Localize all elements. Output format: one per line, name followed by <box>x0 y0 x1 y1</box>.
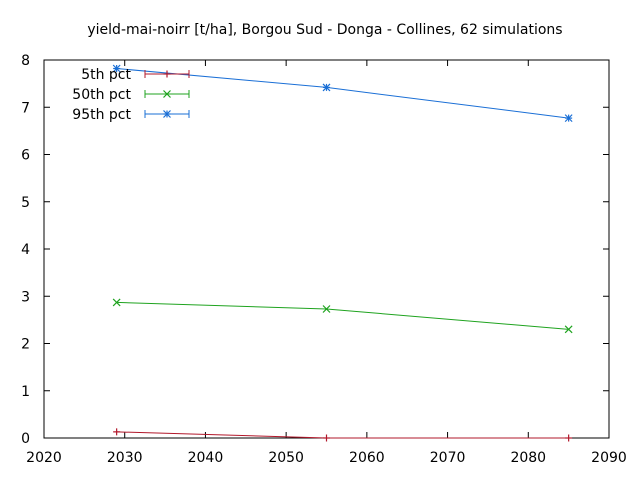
y-tick-label: 5 <box>21 195 30 211</box>
data-point <box>322 305 331 313</box>
x-tick-label: 2050 <box>268 450 304 466</box>
data-point <box>564 325 573 334</box>
legend-item: 50th pct <box>72 87 190 103</box>
y-tick-label: 2 <box>21 337 30 353</box>
y-tick-label: 6 <box>21 148 30 164</box>
x-axis: 2020 2030 2040 2050 2060 2070 2080 2090 <box>26 60 627 466</box>
data-point <box>113 428 121 436</box>
legend-item: 95th pct <box>72 107 190 123</box>
legend-label: 5th pct <box>81 67 131 83</box>
x-tick-label: 2040 <box>188 450 224 466</box>
legend-marker <box>163 90 171 98</box>
series-3 <box>112 64 573 123</box>
y-tick-label: 4 <box>21 242 30 258</box>
y-tick-label: 1 <box>21 384 30 400</box>
data-point <box>323 434 330 442</box>
legend-label: 50th pct <box>72 87 131 103</box>
series-1 <box>113 428 573 442</box>
x-tick-label: 2020 <box>26 450 62 466</box>
data-point <box>565 434 573 442</box>
legend-label: 95th pct <box>72 107 131 123</box>
series-layer <box>112 64 573 442</box>
x-tick-label: 2080 <box>510 450 546 466</box>
x-tick-label: 2030 <box>107 450 143 466</box>
y-tick-label: 8 <box>21 53 30 69</box>
series-line <box>116 68 569 119</box>
chart-title: yield-mai-noirr [t/ha], Borgou Sud - Don… <box>87 22 562 38</box>
series-line <box>116 431 569 439</box>
x-tick-label: 2090 <box>591 450 627 466</box>
data-point <box>112 64 121 73</box>
legend-marker <box>163 110 171 118</box>
series-line <box>116 301 569 330</box>
legend-marker <box>163 70 171 78</box>
data-point <box>564 114 573 123</box>
data-point <box>322 83 331 92</box>
series-2 <box>112 298 573 334</box>
y-axis: 0 1 2 3 4 5 6 7 8 <box>21 53 609 447</box>
y-tick-label: 7 <box>21 100 30 116</box>
legend-item: 5th pct <box>81 67 190 83</box>
data-point <box>112 298 121 307</box>
y-tick-label: 0 <box>21 431 30 447</box>
x-tick-label: 2060 <box>349 450 385 466</box>
legend: 5th pct 50th pct 95th pct <box>72 67 190 123</box>
x-tick-label: 2070 <box>430 450 466 466</box>
y-tick-label: 3 <box>21 289 30 305</box>
